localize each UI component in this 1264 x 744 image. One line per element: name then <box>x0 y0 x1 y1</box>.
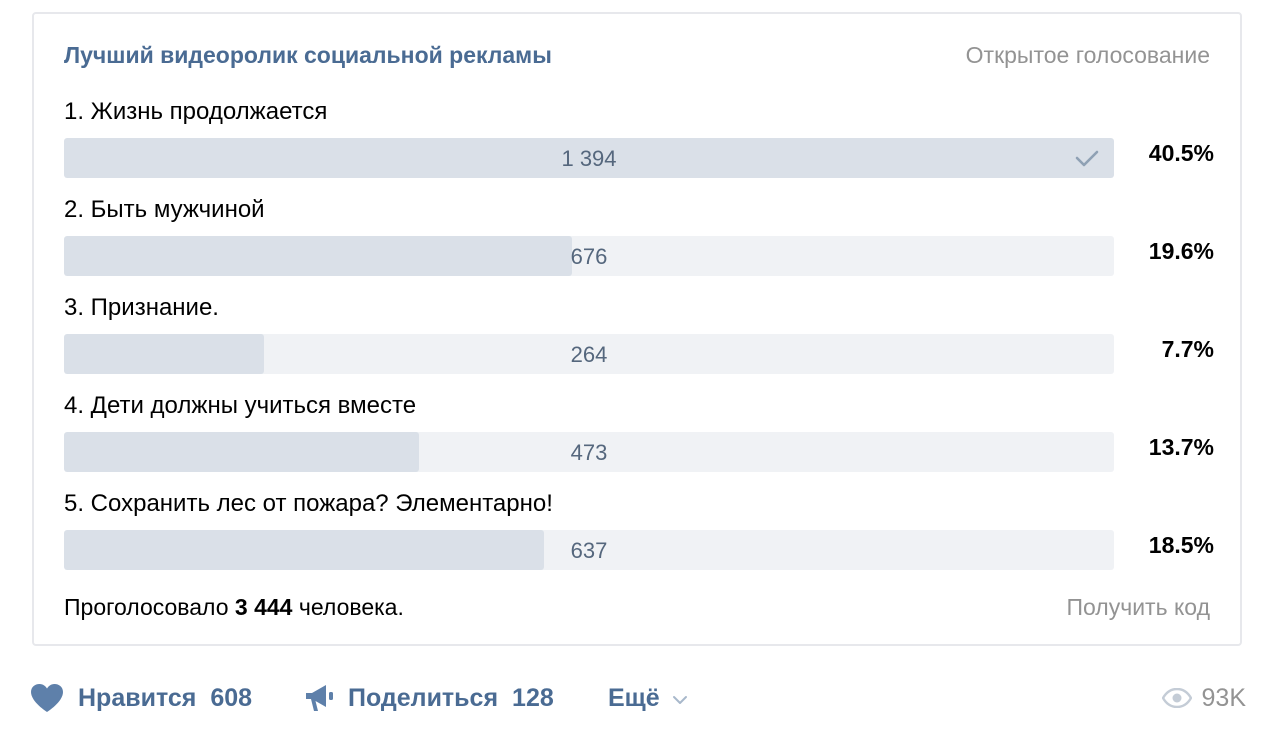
heart-icon <box>31 684 63 712</box>
poll-option-5[interactable]: 5. Сохранить лес от пожара? Элементарно!… <box>64 490 1214 570</box>
megaphone-icon <box>306 685 333 711</box>
option-vote-count: 676 <box>570 244 608 269</box>
total-votes: Проголосовало 3 444 человека. <box>64 594 404 621</box>
get-code-link[interactable]: Получить код <box>1066 594 1210 620</box>
poll-option-3[interactable]: 3. Признание. 264 7.7% <box>64 294 1214 374</box>
option-bar: 1 394 <box>64 138 1114 178</box>
option-label: 4. Дети должны учиться вместе <box>64 392 417 419</box>
option-vote-count: 264 <box>570 342 608 367</box>
option-bar-fill <box>64 236 573 276</box>
option-vote-count: 637 <box>570 538 608 563</box>
option-bar-fill <box>64 530 544 570</box>
poll-option-2[interactable]: 2. Быть мужчиной 676 19.6% <box>64 196 1214 276</box>
option-bar: 473 <box>64 432 1114 472</box>
option-bar: 264 <box>64 334 1114 374</box>
poll-type: Открытое голосование <box>965 42 1210 68</box>
option-percent: 40.5% <box>1148 140 1214 166</box>
check-icon <box>1075 150 1099 167</box>
chevron-down-icon <box>672 696 687 704</box>
option-label: 3. Признание. <box>64 294 219 321</box>
option-bar-fill <box>64 334 264 374</box>
total-prefix: Проголосовало <box>64 594 229 620</box>
poll-option-1[interactable]: 1. Жизнь продолжается 1 394 40.5% <box>64 98 1214 178</box>
option-bar: 637 <box>64 530 1114 570</box>
poll-card: Лучший видеоролик социальной рекламы Отк… <box>32 12 1242 646</box>
like-count: 608 <box>210 683 253 712</box>
share-count: 128 <box>512 683 554 712</box>
views-counter: 93K <box>1161 678 1246 718</box>
eye-icon <box>1161 688 1192 708</box>
option-bar-fill <box>64 138 1114 178</box>
total-count: 3 444 <box>234 594 293 620</box>
option-vote-count: 473 <box>570 440 608 465</box>
option-percent: 19.6% <box>1148 238 1214 264</box>
option-bar-fill <box>64 432 420 472</box>
option-label: 2. Быть мужчиной <box>64 196 265 223</box>
option-label: 1. Жизнь продолжается <box>64 98 328 125</box>
option-vote-count: 1 394 <box>561 146 617 171</box>
option-bar: 676 <box>64 236 1114 276</box>
option-percent: 7.7% <box>1161 336 1214 362</box>
more-button[interactable]: Ещё <box>608 678 688 718</box>
post-actions: Нравится 608 Поделиться 128 Ещё 93K <box>30 678 1246 718</box>
option-percent: 13.7% <box>1148 434 1214 460</box>
like-label: Нравится <box>78 683 197 712</box>
share-button[interactable]: Поделиться 128 <box>304 678 554 718</box>
like-button[interactable]: Нравится 608 <box>30 678 252 718</box>
poll-title: Лучший видеоролик социальной рекламы <box>64 42 552 68</box>
more-label: Ещё <box>608 683 660 712</box>
option-label: 5. Сохранить лес от пожара? Элементарно! <box>64 490 553 517</box>
option-percent: 18.5% <box>1148 532 1214 558</box>
views-count: 93K <box>1201 683 1246 712</box>
total-suffix: человека. <box>298 594 404 620</box>
poll-option-4[interactable]: 4. Дети должны учиться вместе 473 13.7% <box>64 392 1214 472</box>
share-label: Поделиться <box>348 683 499 712</box>
